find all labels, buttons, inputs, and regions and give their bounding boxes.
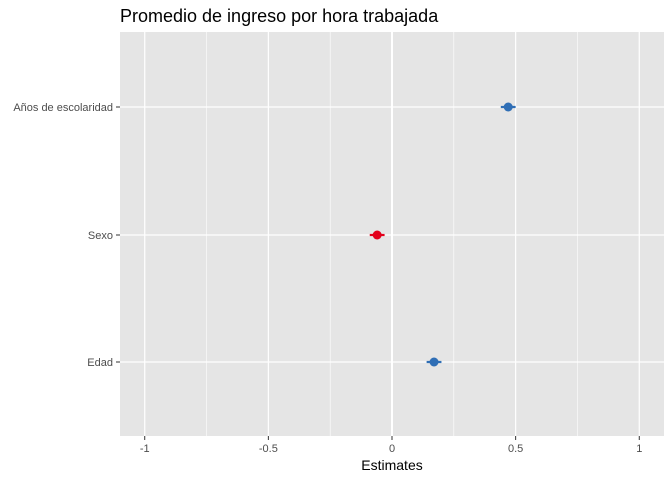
x-tick-label: 1 bbox=[636, 443, 642, 455]
x-tick-label: 0 bbox=[389, 443, 395, 455]
estimate-point bbox=[372, 230, 382, 240]
y-tick-label: Edad bbox=[87, 357, 113, 369]
estimate-point bbox=[429, 357, 439, 367]
data-marks bbox=[369, 102, 516, 367]
axes: -1 -0.5 0 0.5 1 Años de escolaridad Sexo Edad bbox=[13, 102, 642, 455]
x-axis-label: Estimates bbox=[361, 457, 422, 473]
x-tick-label: 0.5 bbox=[508, 443, 523, 455]
chart-title: Promedio de ingreso por hora trabajada bbox=[120, 6, 439, 26]
y-tick-label: Sexo bbox=[88, 230, 113, 242]
x-tick-label: -1 bbox=[140, 443, 150, 455]
y-tick-label: Años de escolaridad bbox=[13, 102, 113, 114]
grid-lines bbox=[120, 32, 664, 436]
x-tick-label: -0.5 bbox=[259, 443, 278, 455]
estimate-point bbox=[503, 102, 513, 112]
